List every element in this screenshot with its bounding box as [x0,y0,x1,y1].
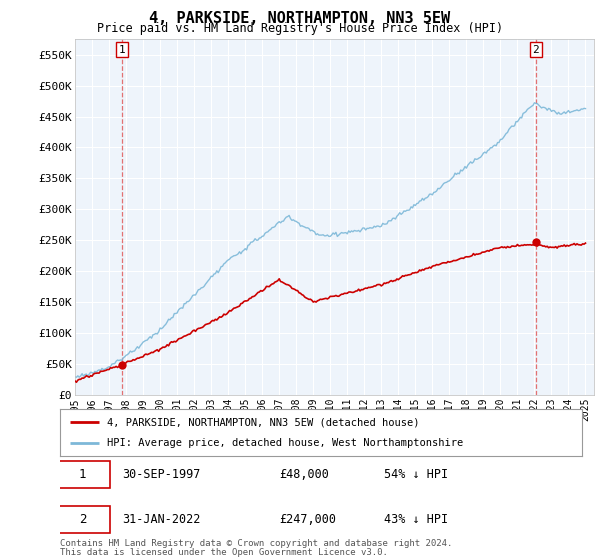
FancyBboxPatch shape [55,461,110,488]
Text: 54% ↓ HPI: 54% ↓ HPI [383,468,448,481]
Text: 31-JAN-2022: 31-JAN-2022 [122,513,201,526]
Text: 1: 1 [118,45,125,54]
Text: This data is licensed under the Open Government Licence v3.0.: This data is licensed under the Open Gov… [60,548,388,557]
Text: 30-SEP-1997: 30-SEP-1997 [122,468,201,481]
Text: 4, PARKSIDE, NORTHAMPTON, NN3 5EW (detached house): 4, PARKSIDE, NORTHAMPTON, NN3 5EW (detac… [107,417,419,427]
Text: 2: 2 [79,513,86,526]
Text: Contains HM Land Registry data © Crown copyright and database right 2024.: Contains HM Land Registry data © Crown c… [60,539,452,548]
Text: £247,000: £247,000 [279,513,336,526]
Text: Price paid vs. HM Land Registry's House Price Index (HPI): Price paid vs. HM Land Registry's House … [97,22,503,35]
Text: HPI: Average price, detached house, West Northamptonshire: HPI: Average price, detached house, West… [107,438,463,448]
Text: 2: 2 [532,45,539,54]
Text: 4, PARKSIDE, NORTHAMPTON, NN3 5EW: 4, PARKSIDE, NORTHAMPTON, NN3 5EW [149,11,451,26]
Text: 1: 1 [79,468,86,481]
Text: 43% ↓ HPI: 43% ↓ HPI [383,513,448,526]
Text: £48,000: £48,000 [279,468,329,481]
FancyBboxPatch shape [55,506,110,533]
